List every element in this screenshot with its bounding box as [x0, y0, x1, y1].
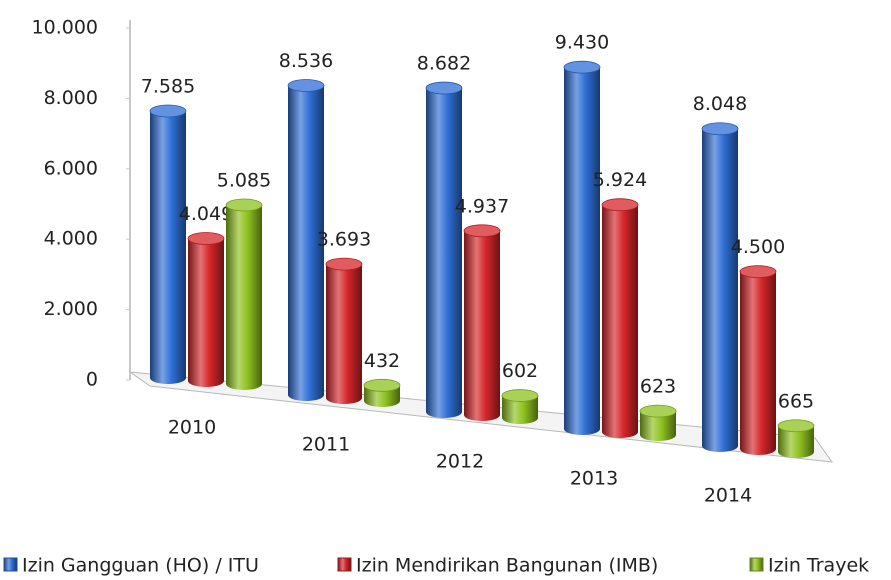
x-tick-label: 2014	[704, 485, 752, 507]
y-tick-label: 8.000	[44, 87, 98, 109]
y-tick-label: 2.000	[44, 298, 98, 320]
value-label: 4.049	[179, 203, 233, 225]
bar	[425, 81, 463, 418]
bar	[701, 122, 739, 453]
value-label: 3.693	[317, 229, 371, 251]
y-tick-label: 4.000	[44, 228, 98, 250]
bar	[563, 60, 601, 435]
bar	[777, 419, 815, 458]
value-label: 665	[778, 390, 814, 412]
value-label: 602	[502, 360, 538, 382]
legend-label: Izin Gangguan (HO) / ITU	[22, 555, 259, 577]
legend-label: Izin Trayek	[768, 555, 869, 577]
bar	[739, 265, 777, 455]
y-tick-label: 0	[86, 369, 98, 391]
value-label: 4.500	[731, 236, 785, 258]
value-label: 5.924	[593, 169, 647, 191]
bar	[363, 378, 401, 407]
bar	[601, 198, 639, 438]
value-label: 5.085	[217, 170, 271, 192]
value-label: 9.430	[555, 32, 609, 54]
x-tick-label: 2012	[436, 451, 484, 473]
bar	[287, 79, 325, 401]
value-label: 623	[640, 376, 676, 398]
x-tick-label: 2010	[168, 417, 216, 439]
legend-label: Izin Mendirikan Bangunan (IMB)	[356, 555, 658, 577]
y-tick-label: 10.000	[32, 17, 98, 39]
x-tick-label: 2013	[570, 468, 618, 490]
y-tick-label: 6.000	[44, 157, 98, 179]
legend-swatch	[749, 557, 764, 572]
value-label: 7.585	[141, 76, 195, 98]
bar	[325, 257, 363, 404]
value-label: 432	[364, 350, 400, 372]
bar	[639, 404, 677, 441]
x-tick-label: 2011	[302, 434, 350, 456]
value-label: 8.048	[693, 93, 747, 115]
bar	[187, 232, 225, 387]
bar	[149, 104, 187, 385]
value-label: 8.536	[279, 50, 333, 72]
value-label: 8.682	[417, 53, 471, 75]
legend-swatch	[3, 557, 18, 572]
legend-swatch	[337, 557, 352, 572]
value-label: 4.937	[455, 195, 509, 217]
bar	[463, 224, 501, 421]
bar	[225, 198, 263, 390]
bar	[501, 389, 539, 424]
